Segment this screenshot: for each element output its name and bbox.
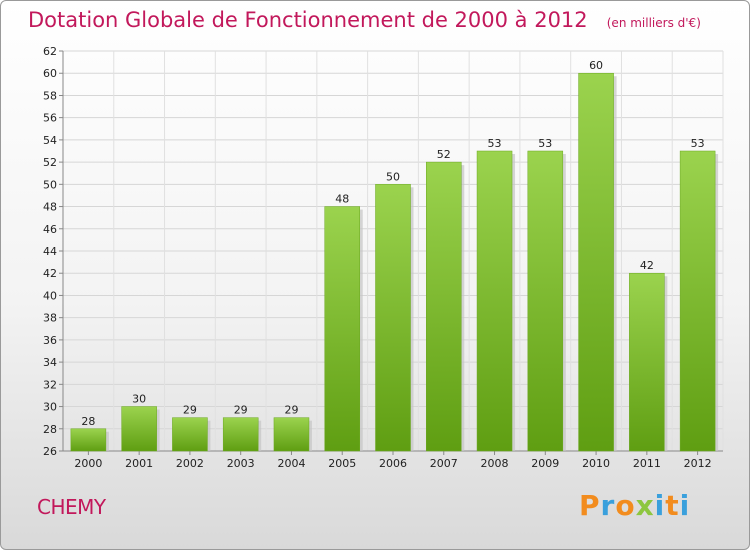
y-tick-label: 36	[43, 334, 57, 347]
bar	[578, 72, 614, 452]
bar	[476, 150, 513, 452]
x-tick-label: 2012	[684, 457, 712, 470]
bar	[70, 428, 107, 452]
value-label: 29	[284, 404, 298, 417]
x-tick-label: 2004	[277, 457, 305, 470]
bar	[527, 150, 564, 452]
bars	[70, 72, 719, 452]
logo-letter: P	[579, 489, 601, 522]
x-tick-labels: 2000 2001 2002 2003 2004 2005 2006 2007 2008 2009…	[74, 457, 711, 470]
x-tick-label: 2000	[74, 457, 102, 470]
y-tick-label: 26	[43, 445, 57, 458]
y-tick-label: 56	[43, 112, 57, 125]
x-tick-label: 2011	[633, 457, 661, 470]
value-label: 28	[81, 415, 95, 428]
value-label: 30	[132, 393, 146, 406]
value-label: 42	[640, 259, 654, 272]
y-tick-label: 32	[43, 378, 57, 391]
x-tick-label: 2002	[176, 457, 204, 470]
bar	[426, 161, 462, 452]
logo-letter: o	[615, 489, 636, 522]
value-label: 53	[538, 137, 552, 150]
y-tick-label: 54	[43, 134, 57, 147]
bar	[273, 417, 310, 452]
value-label: 50	[386, 170, 400, 183]
value-label: 53	[488, 137, 502, 150]
bar	[629, 272, 665, 452]
y-tick-label: 30	[43, 401, 57, 414]
title-text: Dotation Globale de Fonctionnement de 20…	[28, 8, 588, 32]
x-tick-label: 2006	[379, 457, 407, 470]
y-tick-label: 38	[43, 312, 57, 325]
y-tick-label: 42	[43, 267, 57, 280]
y-tick-label: 60	[43, 67, 57, 80]
y-tick-label: 28	[43, 423, 57, 436]
value-label: 48	[335, 193, 349, 206]
value-label: 29	[234, 404, 248, 417]
x-tick-label: 2010	[582, 457, 610, 470]
value-label: 53	[691, 137, 705, 150]
y-tick-label: 46	[43, 223, 57, 236]
logo-letter: t	[665, 489, 680, 522]
x-tick-label: 2001	[125, 457, 153, 470]
bar	[121, 406, 157, 452]
value-label: 52	[437, 148, 451, 161]
logo-letter: i	[654, 489, 666, 522]
x-tick-label: 2003	[227, 457, 255, 470]
y-tick-label: 44	[43, 245, 57, 258]
bar	[324, 206, 360, 452]
chart-title: Dotation Globale de Fonctionnement de 20…	[28, 8, 701, 32]
x-tick-label: 2009	[531, 457, 559, 470]
value-labels: 28 30 29 29 29 48 50 52 53 53 60 42 53	[81, 59, 704, 428]
x-tick-label: 2008	[481, 457, 509, 470]
unit-text: (en milliers d'€)	[606, 16, 701, 30]
x-tick-label: 2005	[328, 457, 356, 470]
logo-letter: x	[635, 489, 655, 522]
y-tick-label: 40	[43, 289, 57, 302]
bar	[375, 184, 411, 452]
logo-letter: i	[679, 489, 691, 522]
logo-letter: r	[600, 489, 616, 522]
proxiti-logo: Proxiti	[579, 489, 690, 522]
y-tick-label: 48	[43, 201, 57, 214]
bar	[172, 417, 208, 452]
y-tick-label: 58	[43, 89, 57, 102]
x-tick-label: 2007	[430, 457, 458, 470]
y-tick-label: 62	[43, 45, 57, 58]
bar	[679, 150, 716, 452]
value-label: 60	[589, 59, 603, 72]
y-tick-label: 50	[43, 178, 57, 191]
value-label: 29	[183, 404, 197, 417]
commune-name: CHEMY	[37, 495, 106, 519]
y-tick-label: 34	[43, 356, 57, 369]
y-tick-label: 52	[43, 156, 57, 169]
y-tick-labels: 26 28 30 32 34 36 38 40 42 44 46 48 50 52 54 56 58 60 62	[43, 45, 57, 458]
bar	[222, 417, 259, 452]
